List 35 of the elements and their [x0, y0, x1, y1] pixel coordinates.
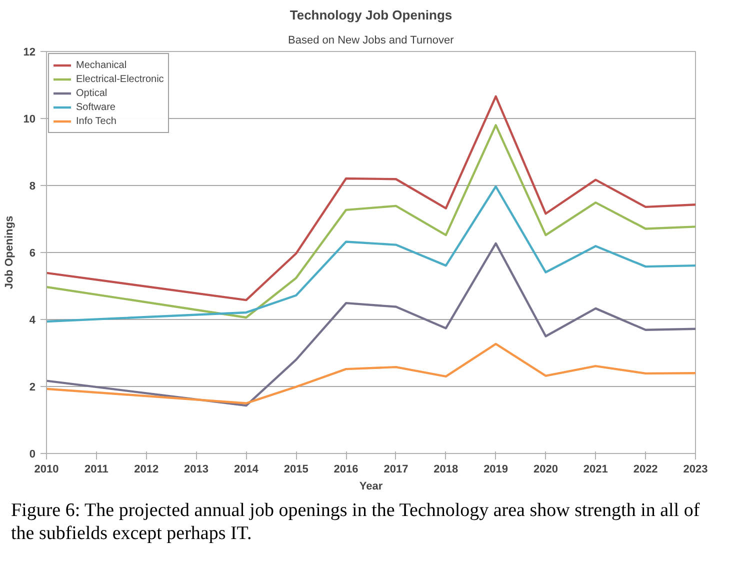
legend-label: Software [76, 100, 116, 114]
line-series [46, 124, 696, 319]
x-tick-label: 2015 [284, 464, 308, 476]
chart-subtitle: Based on New Jobs and Turnover [288, 34, 454, 46]
x-tick-label: 2022 [633, 464, 658, 476]
x-tick-label: 2021 [583, 464, 608, 476]
line-series [46, 185, 696, 323]
y-tick-label: 4 [29, 314, 36, 326]
x-tick-label: 2010 [34, 464, 59, 476]
legend-label: Mechanical [76, 58, 127, 72]
x-tick-label: 2019 [484, 464, 508, 476]
x-tick-label: 2020 [533, 464, 558, 476]
y-tick-label: 2 [29, 382, 36, 394]
x-tick-label: 2016 [334, 464, 358, 476]
legend-label: Electrical-Electronic [76, 72, 164, 86]
y-tick-label: 12 [23, 46, 36, 58]
y-tick-label: 0 [29, 448, 36, 460]
x-tick-label: 2013 [184, 464, 209, 476]
x-tick-label: 2017 [384, 464, 408, 476]
x-axis-title: Year [359, 480, 384, 492]
y-tick-label: 6 [29, 248, 36, 260]
line-series [46, 242, 696, 407]
x-tick-label: 2018 [434, 464, 458, 476]
y-tick-label: 10 [23, 114, 36, 126]
caption: Figure 6: The projected annual job openings in the Technology area show strength in all of the subfields except perhaps IT. [11, 500, 701, 546]
chart-title: Technology Job Openings [290, 8, 452, 22]
legend-label: Info Tech [76, 114, 116, 128]
y-tick-label: 8 [29, 180, 36, 192]
x-tick-label: 2014 [234, 464, 260, 476]
y-axis-title: Job Openings [3, 216, 16, 290]
legend-label: Optical [76, 86, 108, 100]
x-tick-label: 2011 [84, 464, 108, 476]
line-series [46, 342, 696, 404]
x-tick-label: 2023 [683, 464, 708, 476]
x-tick-label: 2012 [134, 464, 159, 476]
